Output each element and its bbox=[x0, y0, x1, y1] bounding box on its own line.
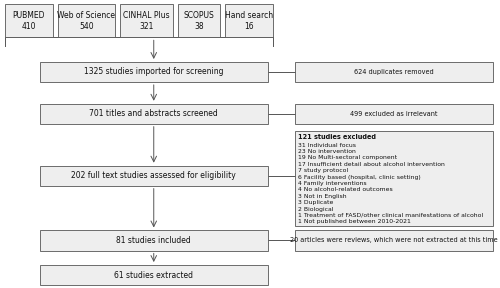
FancyBboxPatch shape bbox=[58, 4, 115, 37]
FancyBboxPatch shape bbox=[295, 230, 492, 251]
Text: 202 full text studies assessed for eligibility: 202 full text studies assessed for eligi… bbox=[72, 171, 236, 180]
FancyBboxPatch shape bbox=[295, 104, 492, 124]
Text: 624 duplicates removed: 624 duplicates removed bbox=[354, 69, 434, 75]
FancyBboxPatch shape bbox=[5, 4, 52, 37]
Text: CINHAL Plus
321: CINHAL Plus 321 bbox=[123, 11, 170, 31]
FancyBboxPatch shape bbox=[40, 230, 268, 251]
Text: 499 excluded as irrelevant: 499 excluded as irrelevant bbox=[350, 111, 438, 117]
Text: 701 titles and abstracts screened: 701 titles and abstracts screened bbox=[90, 109, 218, 118]
FancyBboxPatch shape bbox=[40, 104, 268, 124]
FancyBboxPatch shape bbox=[120, 4, 172, 37]
Text: PUBMED
410: PUBMED 410 bbox=[12, 11, 45, 31]
FancyBboxPatch shape bbox=[225, 4, 272, 37]
Text: 61 studies extracted: 61 studies extracted bbox=[114, 270, 193, 280]
Text: 20 articles were reviews, which were not extracted at this time: 20 articles were reviews, which were not… bbox=[290, 238, 498, 243]
Text: SCOPUS
38: SCOPUS 38 bbox=[184, 11, 214, 31]
FancyBboxPatch shape bbox=[40, 265, 268, 285]
FancyBboxPatch shape bbox=[40, 62, 268, 82]
FancyBboxPatch shape bbox=[40, 166, 268, 186]
FancyBboxPatch shape bbox=[178, 4, 220, 37]
FancyBboxPatch shape bbox=[295, 62, 492, 82]
Text: Hand search
16: Hand search 16 bbox=[224, 11, 273, 31]
Text: Web of Science
540: Web of Science 540 bbox=[58, 11, 116, 31]
FancyBboxPatch shape bbox=[295, 131, 492, 226]
Text: 81 studies included: 81 studies included bbox=[116, 236, 191, 245]
Text: 121 studies excluded: 121 studies excluded bbox=[298, 134, 376, 140]
Text: 1325 studies imported for screening: 1325 studies imported for screening bbox=[84, 67, 224, 77]
Text: 31 Individual focus
23 No intervention
19 No Multi-sectoral component
17 Insuffi: 31 Individual focus 23 No intervention 1… bbox=[298, 143, 484, 224]
